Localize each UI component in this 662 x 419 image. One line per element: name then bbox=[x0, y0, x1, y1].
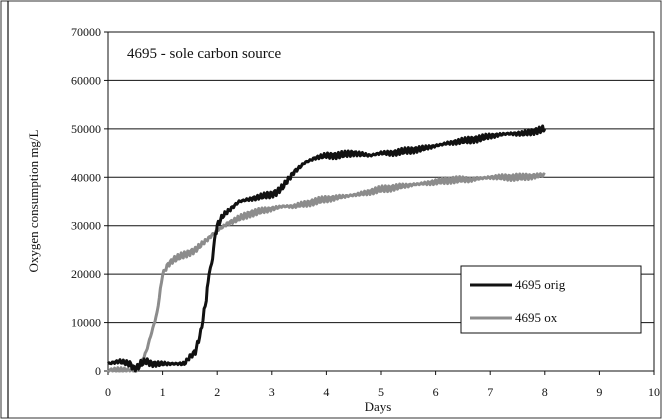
legend-label-ox: 4695 ox bbox=[515, 310, 558, 325]
y-tick-label: 40000 bbox=[71, 170, 101, 184]
x-tick-label: 10 bbox=[648, 385, 660, 399]
y-tick-label: 70000 bbox=[71, 25, 101, 39]
x-tick-label: 6 bbox=[433, 385, 439, 399]
x-tick-label: 3 bbox=[269, 385, 275, 399]
x-tick-label: 2 bbox=[214, 385, 220, 399]
y-tick-label: 0 bbox=[95, 364, 101, 378]
series-line-orig bbox=[107, 124, 547, 373]
x-tick-labels: 0 1 2 3 4 5 6 7 8 9 10 bbox=[105, 371, 660, 399]
y-tick-label: 20000 bbox=[71, 267, 101, 281]
title-box bbox=[118, 38, 328, 66]
x-tick-label: 8 bbox=[542, 385, 548, 399]
legend: 4695 orig 4695 ox bbox=[460, 265, 642, 334]
x-tick-label: 1 bbox=[160, 385, 166, 399]
legend-box bbox=[460, 265, 642, 334]
series-lines bbox=[106, 124, 547, 373]
chart-title: 4695 - sole carbon source bbox=[127, 46, 281, 62]
y-tick-label: 60000 bbox=[71, 73, 101, 87]
x-tick-label: 0 bbox=[105, 385, 111, 399]
y-tick-label: 50000 bbox=[71, 122, 101, 136]
y-tick-label: 10000 bbox=[71, 316, 101, 330]
series-line-ox bbox=[106, 172, 546, 373]
x-tick-label: 4 bbox=[323, 385, 329, 399]
x-tick-label: 7 bbox=[487, 385, 493, 399]
y-tick-labels: 0 10000 20000 30000 40000 50000 60000 70000 bbox=[71, 25, 108, 378]
x-tick-label: 9 bbox=[596, 385, 602, 399]
x-axis-label: Days bbox=[365, 399, 392, 414]
y-axis-label: Oxygen consumption mg/L bbox=[26, 129, 41, 272]
y-tick-label: 30000 bbox=[71, 219, 101, 233]
x-tick-label: 5 bbox=[378, 385, 384, 399]
gridlines bbox=[108, 79, 654, 324]
legend-label-orig: 4695 orig bbox=[515, 277, 566, 292]
